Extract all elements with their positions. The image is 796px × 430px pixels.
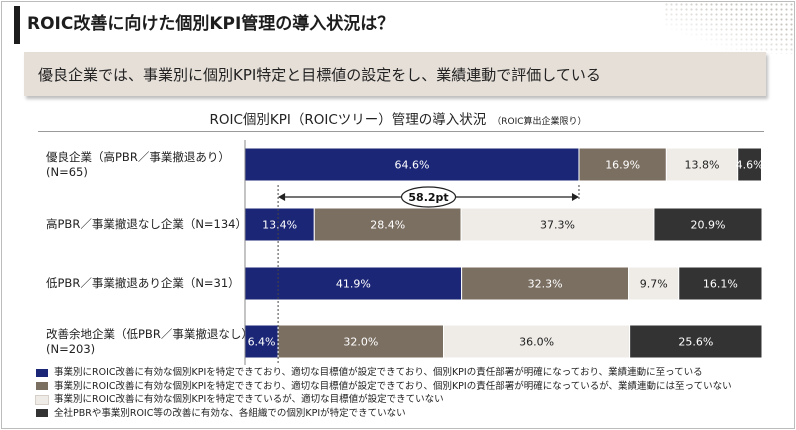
bar-segment <box>244 266 463 301</box>
legend-label: 事業別にROIC改善に有効な個別KPIを特定できているが、適切な目標値が設定でき… <box>54 394 444 405</box>
key-message-text: 優良企業では、事業別に個別KPI特定と目標値の設定をし、業績連動で評価している <box>38 66 601 84</box>
category-label: 優良企業（高PBR／事業撤退あり） (N=65) <box>46 149 230 179</box>
data-label: 13.4% <box>262 219 297 232</box>
legend-label: 全社PBRや事業別ROIC等の改善に有効な、各組織での個別KPIが特定できていな… <box>54 407 406 419</box>
data-label: 9.7% <box>640 278 668 291</box>
key-message-box: 優良企業では、事業別に個別KPI特定と目標値の設定をし、業績連動で評価している <box>24 52 766 96</box>
bar-segment <box>653 207 763 242</box>
legend-item: 事業別にROIC改善に有効な個別KPIを特定できており、適切な目標値が設定できて… <box>36 380 732 394</box>
data-label: 16.9% <box>605 159 640 172</box>
chart-title-row: ROIC個別KPI（ROICツリー）管理の導入状況 （ROIC算出企業限り） <box>0 108 796 128</box>
data-label: 16.1% <box>703 278 738 291</box>
data-label: 4.6% <box>736 159 764 172</box>
legend-swatch <box>36 409 48 418</box>
bar-segment <box>244 147 580 182</box>
legend-label: 事業別にROIC改善に有効な個別KPIを特定できており、適切な目標値が設定できて… <box>54 367 703 378</box>
data-label: 32.0% <box>343 336 378 349</box>
bar-segment <box>460 207 655 242</box>
category-label: 高PBR／事業撤退なし企業（N=134） <box>46 217 248 231</box>
chart-legend: 事業別にROIC改善に有効な個別KPIを特定できており、適切な目標値が設定できて… <box>35 366 732 421</box>
annotation-arrowhead-left <box>278 193 286 201</box>
category-label: 低PBR／事業撤退あり企業（N=31） <box>46 276 240 290</box>
data-label: 13.8% <box>685 159 720 172</box>
data-label: 20.9% <box>690 219 725 232</box>
legend-swatch <box>35 394 49 405</box>
page-title: ROIC改善に向けた個別KPI管理の導入状況は？ <box>27 14 395 34</box>
dot-pattern-decoration <box>664 2 794 54</box>
legend-item: 全社PBRや事業別ROIC等の改善に有効な、各組織での個別KPIが特定できていな… <box>36 407 732 421</box>
bar-segment <box>678 266 763 301</box>
data-label: 37.3% <box>540 219 575 232</box>
chart-title-note: （ROIC算出企業限り） <box>492 117 587 127</box>
bar-segment <box>244 324 279 359</box>
data-label: 36.0% <box>519 336 554 349</box>
annotation-arrowhead-right <box>571 193 579 201</box>
data-label: 64.6% <box>395 159 430 172</box>
bar-segment <box>629 324 763 359</box>
chart-title-divider <box>38 131 764 132</box>
category-label: 改善余地企業（低PBR／事業撤退なし） (N=203) <box>46 326 253 356</box>
legend-swatch <box>36 382 48 391</box>
data-label: 25.6% <box>678 336 713 349</box>
legend-label: 事業別にROIC改善に有効な個別KPIを特定できており、適切な目標値が設定できて… <box>54 380 732 392</box>
annotation-label: 58.2pt <box>408 191 448 204</box>
chart-title: ROIC個別KPI（ROICツリー）管理の導入状況 <box>209 112 487 128</box>
bar-segment <box>628 266 680 301</box>
data-label: 28.4% <box>370 219 405 232</box>
title-accent-bar <box>14 6 20 44</box>
bar-segment <box>313 207 462 242</box>
legend-item: 事業別にROIC改善に有効な個別KPIを特定できており、適切な目標値が設定できて… <box>36 366 732 380</box>
bar-segment <box>578 147 667 182</box>
data-label: 32.3% <box>528 278 563 291</box>
legend-swatch <box>36 368 48 377</box>
legend-item: 事業別にROIC改善に有効な個別KPIを特定できているが、適切な目標値が設定でき… <box>35 393 732 407</box>
bar-segment <box>461 266 630 301</box>
annotation-bubble <box>400 186 457 208</box>
data-label: 41.9% <box>336 278 371 291</box>
bar-segment <box>737 147 762 182</box>
data-label: 6.4% <box>248 336 276 349</box>
